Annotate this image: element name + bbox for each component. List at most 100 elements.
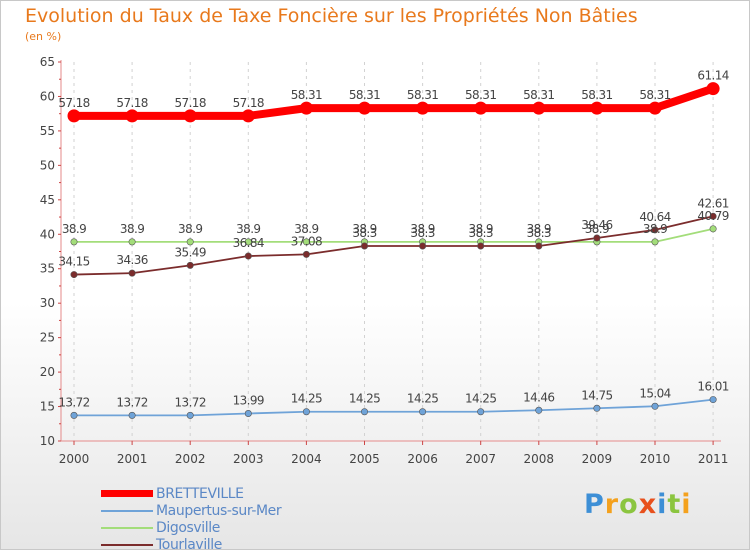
y-tick-label: 35: [40, 262, 55, 276]
x-tick-label: 2002: [175, 452, 206, 466]
data-label: 58.31: [349, 88, 380, 102]
axis-layer: 10 15 20 25 30 35 40 45 50 55 60 65 2000 2001 2002 2003…: [40, 55, 729, 466]
legend-item: Tourlaville: [101, 536, 281, 553]
legend-item: Digosville: [101, 519, 281, 536]
y-tick-label: 10: [40, 434, 55, 448]
x-tick-label: 2008: [524, 452, 555, 466]
data-label: 38.9: [410, 222, 434, 236]
data-point: [709, 396, 717, 404]
data-label: 34.36: [116, 253, 147, 267]
logo-letter: o: [619, 489, 639, 520]
x-tick-label: 2007: [465, 452, 496, 466]
data-point: [128, 411, 136, 419]
data-label: 38.9: [120, 222, 144, 236]
legend-swatch: [101, 490, 153, 497]
y-tick-label: 65: [40, 55, 55, 69]
data-point: [244, 410, 252, 418]
data-label: 16.01: [697, 380, 728, 394]
data-label: 38.9: [469, 222, 493, 236]
y-tick-label: 15: [40, 400, 55, 414]
data-point: [651, 226, 659, 234]
data-point: [302, 408, 310, 416]
data-point: [419, 408, 427, 416]
data-label: 38.3: [410, 226, 434, 240]
logo-letter: t: [667, 489, 682, 520]
legend-swatch: [101, 509, 153, 512]
data-point: [651, 238, 659, 246]
data-label: 34.15: [58, 255, 89, 269]
data-label: 57.18: [116, 96, 147, 110]
data-point: [360, 242, 368, 250]
data-point: [709, 212, 717, 220]
data-point: [70, 238, 78, 246]
data-label: 58.31: [639, 88, 670, 102]
data-point: [67, 109, 81, 123]
data-point: [535, 406, 543, 414]
data-label: 37.08: [291, 234, 322, 248]
data-label: 14.25: [465, 392, 496, 406]
proxiti-logo: Proxiti: [584, 489, 692, 520]
data-point: [593, 234, 601, 242]
data-label: 13.72: [116, 395, 147, 409]
data-label: 61.14: [697, 69, 728, 83]
data-point: [416, 101, 430, 115]
logo-letter: i: [657, 489, 668, 520]
data-point: [535, 242, 543, 250]
series-line-1: [73, 398, 714, 417]
chart-subtitle: (en %): [25, 30, 62, 43]
data-label: 58.31: [407, 88, 438, 102]
data-point: [474, 101, 488, 115]
x-tick-label: 2004: [291, 452, 322, 466]
x-tick-label: 2001: [117, 452, 148, 466]
legend-item: Maupertus-sur-Mer: [101, 502, 282, 519]
y-tick-label: 45: [40, 193, 55, 207]
data-point: [706, 82, 720, 96]
data-label: 14.75: [581, 388, 612, 402]
legend-label: Maupertus-sur-Mer: [156, 502, 282, 519]
logo-letter: r: [604, 489, 620, 520]
data-label: 15.04: [639, 386, 670, 400]
x-tick-label: 2010: [640, 452, 671, 466]
data-label: 39.46: [581, 218, 612, 232]
data-point: [360, 408, 368, 416]
data-point: [299, 101, 313, 115]
data-label: 38.9: [62, 222, 86, 236]
legend-label: Digosville: [156, 519, 220, 536]
logo-letter: x: [638, 489, 658, 520]
y-tick-label: 30: [40, 296, 55, 310]
data-label: 58.31: [291, 88, 322, 102]
data-label: 57.18: [58, 96, 89, 110]
data-point: [128, 269, 136, 277]
data-label: 14.25: [349, 392, 380, 406]
series-layer: [67, 82, 720, 419]
data-point: [358, 101, 371, 115]
x-tick-label: 2005: [349, 452, 380, 466]
data-point: [241, 109, 255, 123]
data-label: 38.3: [352, 226, 376, 240]
series-line-3: [73, 215, 714, 276]
data-point: [125, 109, 139, 123]
data-point: [70, 271, 78, 279]
data-point: [477, 408, 485, 416]
y-tick-label: 50: [40, 158, 55, 172]
data-point: [590, 101, 604, 115]
label-layer: 57.18 57.18 57.18 57.18 58.31 58.31 58.31 58.31…: [58, 69, 729, 410]
data-point: [651, 402, 659, 410]
y-tick-label: 25: [40, 331, 55, 345]
chart-title: Evolution du Taux de Taxe Foncière sur l…: [25, 5, 638, 27]
data-point: [419, 242, 427, 250]
data-label: 57.18: [233, 96, 264, 110]
data-label: 13.72: [175, 395, 206, 409]
legend-item: BRETTEVILLE: [101, 485, 281, 502]
data-point: [532, 101, 546, 115]
data-point: [302, 250, 310, 258]
x-tick-label: 2003: [233, 452, 264, 466]
data-label: 58.31: [523, 88, 554, 102]
data-point: [244, 252, 252, 260]
data-label: 58.31: [581, 88, 612, 102]
y-tick-label: 40: [40, 227, 55, 241]
data-label: 38.9: [236, 222, 260, 236]
data-point: [593, 404, 601, 412]
x-tick-label: 2011: [698, 452, 729, 466]
